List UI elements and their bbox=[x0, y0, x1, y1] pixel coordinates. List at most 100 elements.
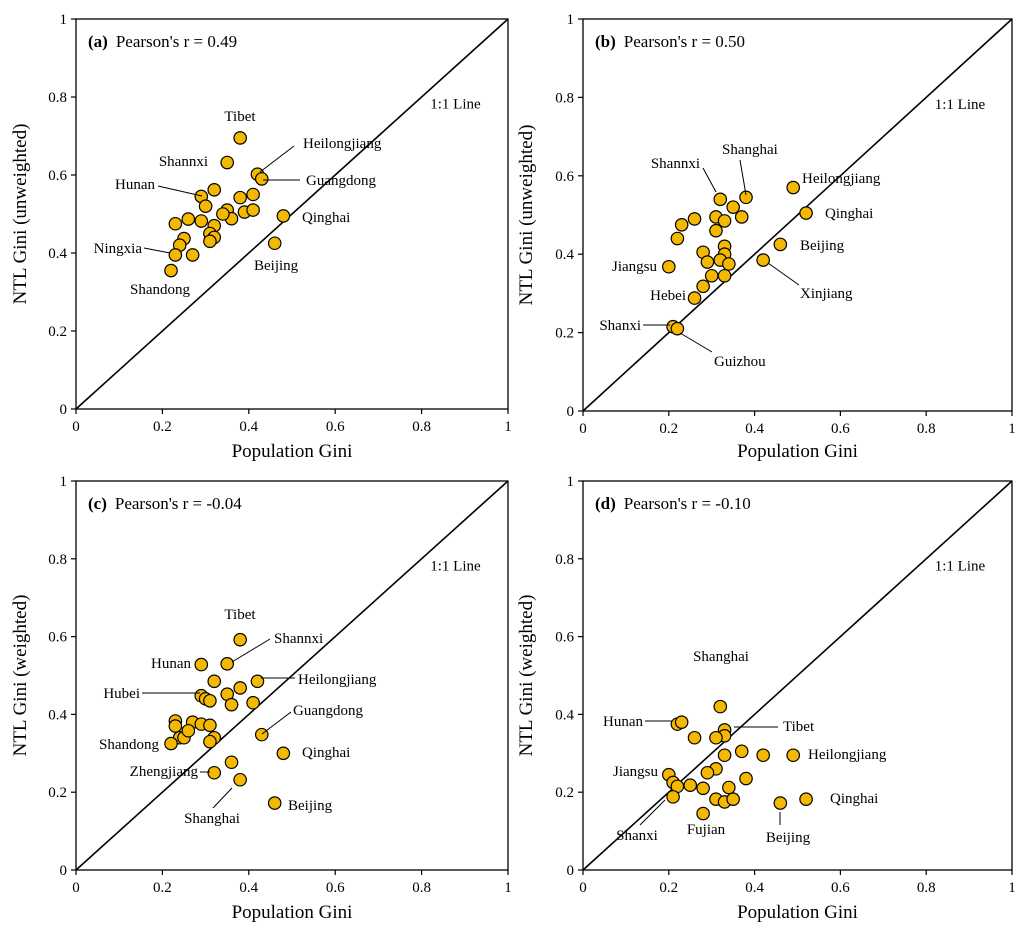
point-label: Shandong bbox=[130, 282, 191, 298]
one-to-one-label: 1:1 Line bbox=[935, 558, 986, 574]
data-point bbox=[722, 257, 736, 271]
x-axis-label: Population Gini bbox=[737, 902, 858, 923]
data-point bbox=[799, 792, 813, 807]
y-axis-label: NTL Gini (weighted) bbox=[516, 595, 537, 757]
one-to-one-line bbox=[75, 18, 509, 410]
y-tick-label: 0.2 bbox=[48, 785, 67, 801]
x-tick-label: 0.2 bbox=[659, 880, 678, 896]
leader-line bbox=[261, 711, 292, 735]
point-label: Qinghai bbox=[302, 745, 350, 761]
x-tick-label: 0.2 bbox=[153, 419, 172, 435]
x-tick-label: 0.6 bbox=[326, 419, 345, 435]
panel-annotation: (d) Pearson's r = -0.10 bbox=[595, 494, 751, 513]
y-axis-label: NTL Gini (unweighted) bbox=[10, 124, 31, 305]
panel-annotation: (c) Pearson's r = -0.04 bbox=[88, 494, 242, 513]
point-label: Tibet bbox=[224, 109, 256, 125]
point-label: Shanghai bbox=[722, 142, 778, 158]
one-to-one-label: 1:1 Line bbox=[430, 97, 481, 113]
data-point bbox=[696, 781, 710, 796]
point-label: Shandong bbox=[99, 737, 160, 753]
point-label: Tibet bbox=[224, 607, 256, 623]
data-point bbox=[739, 190, 753, 205]
data-point bbox=[696, 279, 710, 294]
data-point bbox=[220, 155, 234, 170]
one-to-one-label: 1:1 Line bbox=[935, 97, 986, 113]
data-point bbox=[773, 237, 788, 252]
leader-line bbox=[739, 159, 747, 196]
y-tick-label: 0.8 bbox=[48, 90, 67, 106]
point-label: Hunan bbox=[151, 656, 191, 672]
x-tick-label: 0.8 bbox=[917, 880, 936, 896]
data-point bbox=[726, 792, 740, 807]
panel-annotation: (b) Pearson's r = 0.50 bbox=[595, 32, 745, 51]
y-tick-label: 0.6 bbox=[48, 168, 67, 184]
pearson-r-text: Pearson's r = 0.50 bbox=[624, 32, 745, 51]
y-tick-label: 0.8 bbox=[555, 552, 574, 568]
data-point bbox=[726, 200, 740, 214]
data-point bbox=[233, 681, 247, 695]
point-label: Beijing bbox=[766, 830, 811, 846]
leader-line bbox=[639, 799, 666, 826]
chart-panel-3: 0 0.2 0.4 0.6 0.8 1 0 0.2 0.4 0.6 0.8 1 Population G… bbox=[10, 474, 512, 923]
y-tick-label: 0.2 bbox=[48, 324, 67, 340]
one-to-one-line bbox=[75, 480, 509, 871]
point-label: Heilongjiang bbox=[808, 747, 887, 763]
data-point bbox=[246, 203, 260, 217]
y-tick-label: 0.4 bbox=[555, 247, 574, 263]
x-tick-label: 0.4 bbox=[745, 421, 764, 437]
y-axis-label: NTL Gini (unweighted) bbox=[516, 125, 537, 306]
panel-letter: (b) bbox=[595, 32, 616, 51]
data-point bbox=[203, 718, 217, 733]
data-point bbox=[224, 697, 239, 712]
x-tick-label: 0.6 bbox=[831, 421, 850, 437]
x-tick-label: 0.6 bbox=[831, 880, 850, 896]
x-tick-label: 0 bbox=[72, 419, 80, 435]
data-point bbox=[198, 199, 213, 213]
data-point bbox=[674, 218, 689, 232]
data-point bbox=[739, 771, 753, 786]
x-axis-label: Population Gini bbox=[232, 441, 353, 462]
x-tick-label: 0.4 bbox=[239, 419, 258, 435]
data-point bbox=[276, 209, 291, 223]
one-to-one-label: 1:1 Line bbox=[430, 558, 481, 574]
point-label: Guizhou bbox=[714, 354, 766, 370]
leader-line bbox=[259, 145, 295, 173]
y-tick-label: 0 bbox=[567, 404, 575, 420]
point-label: Shanghai bbox=[693, 649, 749, 665]
plot-frame bbox=[582, 18, 1013, 412]
leader-line bbox=[212, 787, 233, 809]
data-point bbox=[233, 632, 247, 647]
y-tick-label: 0.6 bbox=[48, 630, 67, 646]
data-point bbox=[756, 748, 770, 763]
data-point bbox=[250, 674, 265, 689]
x-tick-label: 1 bbox=[504, 419, 512, 435]
panel-letter: (a) bbox=[88, 32, 108, 51]
y-tick-label: 0.4 bbox=[48, 246, 67, 262]
y-tick-label: 0.2 bbox=[555, 326, 574, 342]
point-label: Zhengjiang bbox=[130, 764, 199, 780]
y-tick-label: 0.2 bbox=[555, 785, 574, 801]
y-tick-label: 1 bbox=[567, 474, 575, 490]
y-tick-label: 0.4 bbox=[555, 707, 574, 723]
data-point bbox=[713, 699, 728, 714]
data-point bbox=[185, 248, 200, 262]
one-to-one-line bbox=[582, 480, 1013, 871]
point-label: Shannxi bbox=[159, 154, 208, 170]
leader-line bbox=[767, 262, 800, 286]
point-label: Jiangsu bbox=[613, 764, 659, 780]
data-point bbox=[687, 212, 702, 226]
data-point bbox=[687, 291, 702, 305]
pearson-r-text: Pearson's r = -0.10 bbox=[624, 494, 751, 513]
one-to-one-line bbox=[582, 18, 1013, 412]
x-tick-label: 0.8 bbox=[917, 421, 936, 437]
leader-line bbox=[143, 247, 171, 254]
point-label: Hubei bbox=[103, 686, 140, 702]
leader-line bbox=[702, 167, 717, 193]
point-label: Qinghai bbox=[302, 210, 350, 226]
data-point bbox=[267, 796, 282, 810]
x-tick-label: 0.4 bbox=[745, 880, 764, 896]
leader-line bbox=[157, 185, 203, 197]
data-point bbox=[164, 736, 178, 751]
x-tick-label: 0.8 bbox=[412, 419, 431, 435]
chart-panel-1: 0 0.2 0.4 0.6 0.8 1 0 0.2 0.4 0.6 0.8 1 Population G… bbox=[10, 12, 512, 462]
